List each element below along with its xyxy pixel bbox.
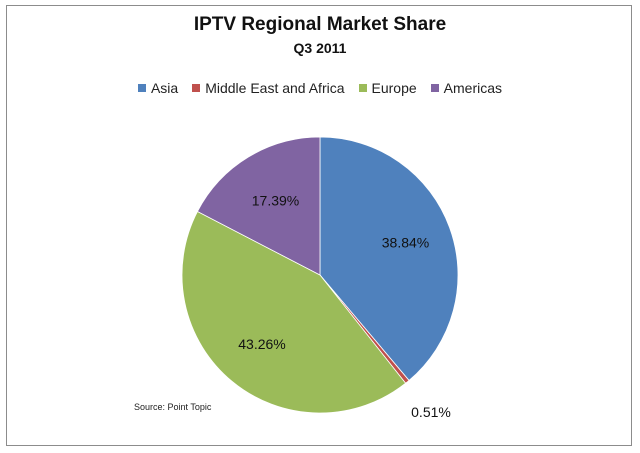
data-label-asia: 38.84% [382, 234, 429, 250]
legend-label-americas: Americas [443, 80, 503, 96]
chart-source-note: Source: Point Topic [134, 402, 212, 412]
legend-item-americas: Americas [430, 80, 503, 96]
legend-swatch-middle-east-africa [192, 84, 201, 92]
legend-swatch-europe [358, 84, 367, 92]
legend-label-asia: Asia [150, 80, 179, 96]
data-label-middle-east-africa: 0.51% [411, 404, 451, 420]
chart-subtitle: Q3 2011 [293, 40, 347, 56]
legend-swatch-asia [137, 84, 146, 92]
data-label-europe: 43.26% [238, 336, 285, 352]
chart-legend: Asia Middle East and Africa Europe Ameri… [0, 80, 640, 96]
data-label-americas: 17.39% [252, 193, 299, 209]
legend-label-middle-east-africa: Middle East and Africa [205, 80, 345, 96]
chart-title: IPTV Regional Market Share [193, 14, 447, 35]
legend-label-europe: Europe [371, 80, 417, 96]
pie-slice-asia [319, 136, 459, 382]
pie-slice-europe [181, 210, 407, 414]
pie-slice-americas [196, 136, 321, 276]
legend-item-europe: Europe [358, 80, 417, 96]
legend-item-middle-east-africa: Middle East and Africa [192, 80, 345, 96]
legend-swatch-americas [430, 84, 439, 92]
legend-item-asia: Asia [137, 80, 179, 96]
